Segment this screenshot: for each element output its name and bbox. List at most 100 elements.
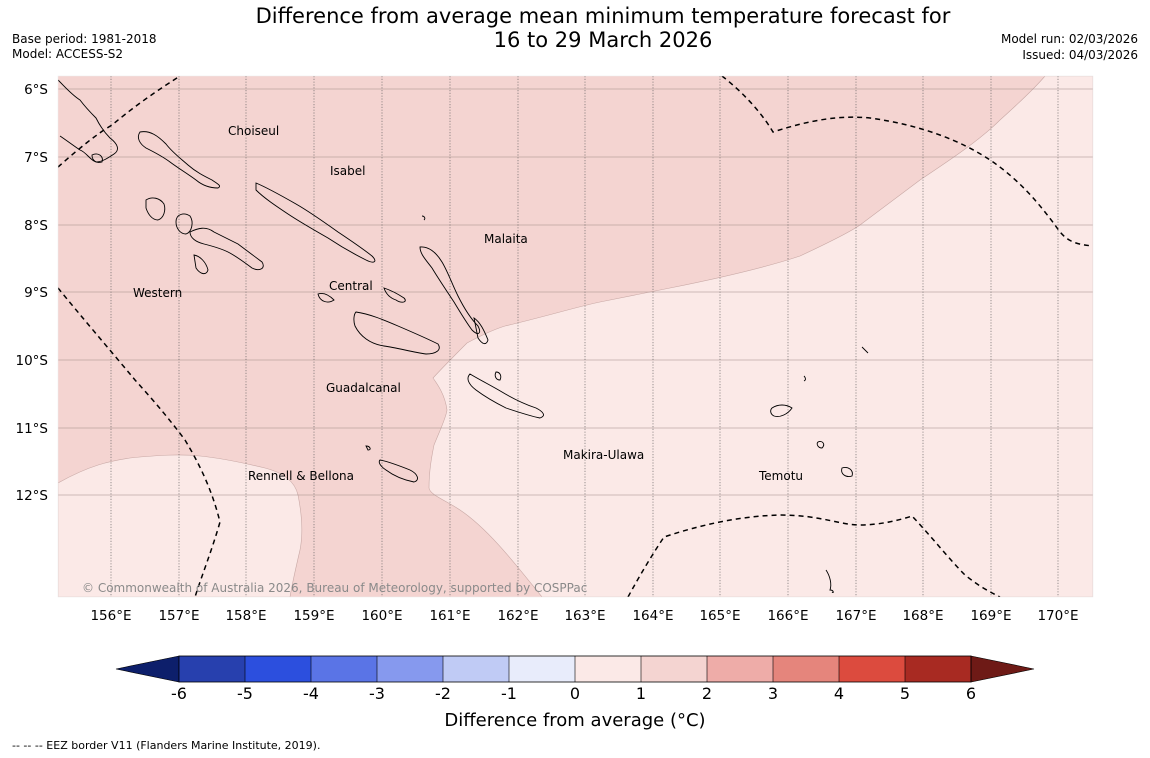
- lat-label-11s: 11°S: [16, 421, 49, 437]
- region-labels: Choiseul Isabel Malaita Western Central …: [133, 124, 803, 483]
- island-small-malaita: [473, 317, 489, 345]
- island-guadalcanal: [353, 311, 440, 355]
- island-reef-islands: [803, 375, 806, 382]
- lon-label-163e: 163°E: [564, 608, 605, 624]
- island-santa-cruz: [770, 404, 793, 417]
- lon-label-158e: 158°E: [225, 608, 266, 624]
- colorbar-low-extension: [115, 655, 180, 683]
- lon-label-159e: 159°E: [293, 608, 334, 624]
- lon-label-165e: 165°E: [699, 608, 740, 624]
- colorbar-segment: [443, 656, 509, 682]
- island-bellona: [365, 445, 371, 451]
- island-malaita: [419, 246, 481, 334]
- colorbar-tick: 2: [702, 684, 712, 703]
- model-run-date: Model run: 02/03/2026: [1000, 32, 1138, 46]
- island-choiseul: [137, 131, 221, 189]
- colorbar-tick: 0: [570, 684, 580, 703]
- anomaly-region-0-to-1-east: [428, 76, 1093, 597]
- island-tikopia: [825, 569, 834, 593]
- island-isabel: [255, 182, 376, 263]
- lat-label-7s: 7°S: [24, 150, 48, 166]
- anomaly-region-0-to-1-southwest: [58, 454, 303, 597]
- region-label-western: Western: [133, 286, 182, 300]
- region-label-malaita: Malaita: [484, 232, 528, 246]
- colorbar-segment: [839, 656, 905, 682]
- island-vanikoro: [816, 441, 825, 449]
- colorbar: -6 -5 -4 -3 -2 -1 0 1 2 3 4 5 6: [115, 655, 1035, 703]
- colorbar-tick: 4: [834, 684, 844, 703]
- colorbar-title: Difference from average (°C): [444, 710, 706, 731]
- lon-label-167e: 167°E: [835, 608, 876, 624]
- colorbar-tick: -1: [501, 684, 517, 703]
- colorbar-tick: -4: [303, 684, 319, 703]
- lon-label-169e: 169°E: [970, 608, 1011, 624]
- lon-label-162e: 162°E: [497, 608, 538, 624]
- lon-label-161e: 161°E: [429, 608, 470, 624]
- lon-label-156e: 156°E: [90, 608, 131, 624]
- colorbar-tick-labels: -6 -5 -4 -3 -2 -1 0 1 2 3 4 5 6: [171, 684, 976, 703]
- colorbar-segment: [773, 656, 839, 682]
- region-label-guadalcanal: Guadalcanal: [326, 381, 401, 395]
- chart-title-line1: Difference from average mean minimum tem…: [255, 4, 951, 28]
- colorbar-segment: [377, 656, 443, 682]
- map-frame: [57, 75, 1094, 598]
- lon-label-166e: 166°E: [767, 608, 808, 624]
- eez-border: [58, 76, 1093, 597]
- model-name: Model: ACCESS-S2: [12, 47, 124, 61]
- region-label-choiseul: Choiseul: [228, 124, 279, 138]
- island-bougainville: [58, 79, 118, 163]
- lon-label-164e: 164°E: [632, 608, 673, 624]
- island-duff: [861, 346, 869, 354]
- issued-date: Issued: 04/03/2026: [1022, 48, 1138, 62]
- lon-label-160e: 160°E: [361, 608, 402, 624]
- map-panel: [58, 76, 1093, 597]
- colorbar-segment: [905, 656, 971, 682]
- copyright-notice: © Commonwealth of Australia 2026, Bureau…: [82, 581, 587, 595]
- base-period: Base period: 1981-2018: [12, 32, 157, 46]
- colorbar-tick: 6: [966, 684, 976, 703]
- lat-label-9s: 9°S: [24, 285, 48, 301]
- meridians: [110, 76, 1059, 597]
- colorbar-tick: 3: [768, 684, 778, 703]
- island-ulawa: [494, 371, 502, 381]
- region-label-central: Central: [329, 279, 373, 293]
- colorbar-tick: -2: [435, 684, 451, 703]
- island-florida: [317, 293, 335, 303]
- island-new-georgia: [189, 227, 264, 271]
- island-shortlands: [91, 153, 103, 163]
- region-label-temotu: Temotu: [758, 469, 803, 483]
- latitude-labels: 6°S 7°S 8°S 9°S 10°S 11°S 12°S: [16, 82, 49, 504]
- island-utupua: [841, 467, 853, 477]
- island-rennell: [378, 459, 418, 483]
- island-makira: [467, 373, 544, 419]
- lat-label-12s: 12°S: [16, 488, 49, 504]
- colorbar-tick: -5: [237, 684, 253, 703]
- colorbar-segment: [509, 656, 575, 682]
- lat-label-10s: 10°S: [16, 353, 49, 369]
- colorbar-tick: 1: [636, 684, 646, 703]
- longitude-labels: 156°E 157°E 158°E 159°E 160°E 161°E 162°…: [90, 608, 1078, 624]
- colorbar-segment: [311, 656, 377, 682]
- island-ontong-java: [421, 215, 426, 221]
- colorbar-high-extension: [970, 655, 1035, 683]
- eez-footnote: -- -- -- EEZ border V11 (Flanders Marine…: [12, 739, 321, 752]
- islands: [58, 79, 869, 593]
- island-russell: [383, 287, 406, 303]
- lat-label-8s: 8°S: [24, 218, 48, 234]
- region-label-isabel: Isabel: [330, 164, 365, 178]
- lon-label-168e: 168°E: [902, 608, 943, 624]
- colorbar-tick: 5: [900, 684, 910, 703]
- region-label-makira-ulawa: Makira-Ulawa: [563, 448, 644, 462]
- lon-label-170e: 170°E: [1037, 608, 1078, 624]
- island-vella-lavella: [145, 197, 166, 221]
- colorbar-dividers: [244, 656, 906, 682]
- colorbar-segment: [575, 656, 641, 682]
- lon-label-157e: 157°E: [158, 608, 199, 624]
- island-rendova: [193, 254, 209, 275]
- island-kolombangara: [175, 213, 193, 235]
- chart-title-line2: 16 to 29 March 2026: [493, 28, 713, 52]
- colorbar-segment: [179, 656, 245, 682]
- region-label-rennell-bellona: Rennell & Bellona: [248, 469, 354, 483]
- colorbar-tick: -6: [171, 684, 187, 703]
